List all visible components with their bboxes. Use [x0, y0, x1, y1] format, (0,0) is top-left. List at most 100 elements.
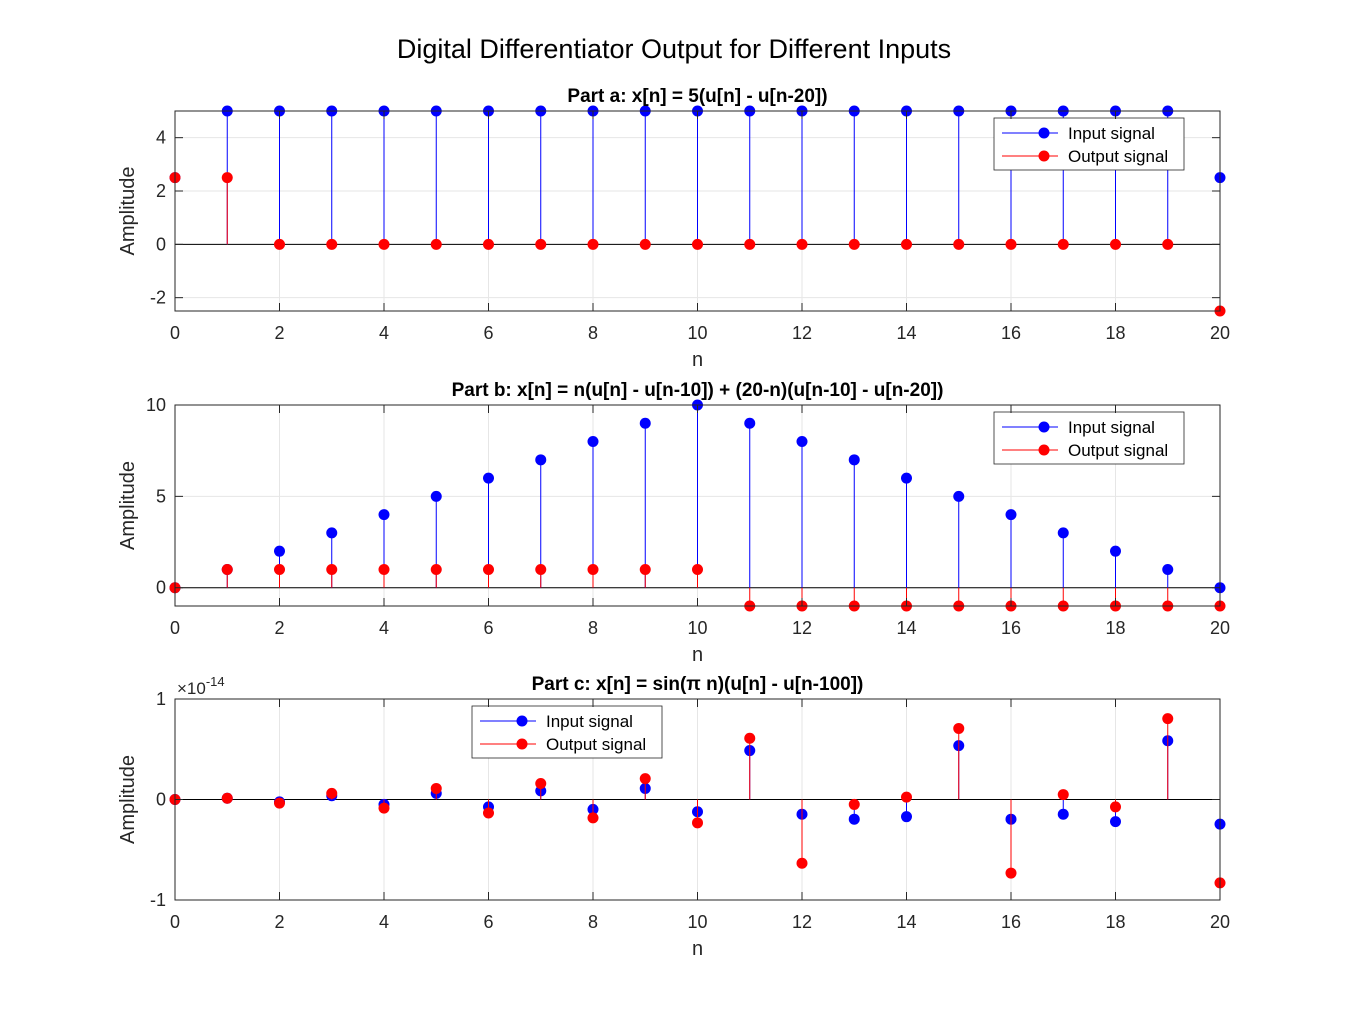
y-tick-label: 4: [156, 128, 166, 148]
y-tick-label: 10: [146, 395, 166, 415]
legend-label: Output signal: [546, 735, 646, 754]
stem-marker: [796, 436, 808, 448]
x-tick-label: 16: [1001, 912, 1021, 932]
y-tick-label: 5: [156, 486, 166, 506]
stem-marker: [378, 563, 390, 575]
x-tick-label: 20: [1210, 323, 1230, 343]
stem-marker: [326, 527, 338, 539]
stem-marker: [1005, 509, 1017, 521]
legend-marker: [1038, 127, 1050, 139]
x-tick-label: 10: [687, 912, 707, 932]
subplot-title: Part a: x[n] = 5(u[n] - u[n-20]): [567, 86, 827, 107]
legend-marker: [1038, 150, 1050, 162]
stem-marker: [274, 563, 285, 575]
legend: Input signal Output signal: [993, 411, 1185, 465]
legend: Input signal Output signal: [471, 705, 663, 759]
stem-marker: [221, 563, 233, 575]
y-tick-label: 0: [156, 578, 166, 598]
stem-marker: [848, 454, 860, 466]
stem-marker: [796, 238, 808, 250]
stem-marker: [535, 778, 547, 790]
stem-marker: [901, 811, 912, 823]
x-tick-label: 18: [1105, 912, 1125, 932]
x-tick-label: 20: [1210, 618, 1230, 638]
stem-marker: [953, 722, 965, 734]
legend-label: Input signal: [1068, 124, 1155, 143]
x-tick-label: 6: [483, 323, 493, 343]
stem-marker: [430, 238, 442, 250]
x-tick-label: 4: [379, 323, 389, 343]
stem-marker: [378, 802, 390, 814]
x-tick-label: 12: [792, 323, 812, 343]
stem-marker: [326, 563, 338, 575]
x-tick-label: 2: [274, 618, 284, 638]
stem-marker: [1162, 238, 1174, 250]
stem-marker: [535, 563, 547, 575]
x-tick-label: 10: [687, 323, 707, 343]
y-tick-label: 2: [156, 181, 166, 201]
legend-label: Input signal: [1068, 418, 1155, 437]
stem-marker: [587, 563, 599, 575]
x-tick-label: 2: [274, 912, 284, 932]
subplot-title: Part c: x[n] = sin(π n)(u[n] - u[n-100]): [532, 674, 864, 695]
x-tick-label: 2: [274, 323, 284, 343]
x-tick-label: 14: [896, 323, 916, 343]
x-axis-label: n: [692, 644, 703, 666]
legend-box: [471, 705, 663, 759]
legend-marker: [1038, 421, 1050, 433]
x-tick-label: 0: [170, 323, 180, 343]
stem-marker: [430, 490, 442, 502]
stem-marker: [430, 782, 442, 794]
stem-marker: [744, 238, 756, 250]
legend-box: [993, 117, 1185, 171]
stem-marker: [901, 238, 912, 250]
stem-marker: [221, 172, 233, 184]
stem-marker: [639, 563, 651, 575]
y-tick-label: -2: [150, 288, 166, 308]
x-tick-label: 16: [1001, 618, 1021, 638]
stem-series: [169, 399, 1226, 612]
y-tick-labels: 0 5 10: [146, 395, 166, 598]
stem-marker: [848, 813, 860, 825]
stem-marker: [901, 791, 912, 803]
stem-marker: [1005, 867, 1017, 879]
y-axis-label: Amplitude: [117, 755, 139, 844]
stem-marker: [692, 563, 703, 575]
stem-marker: [639, 773, 651, 785]
legend-marker: [516, 715, 528, 727]
y-axis-label: Amplitude: [117, 167, 139, 256]
x-tick-label: 18: [1105, 323, 1125, 343]
stem-marker: [326, 238, 338, 250]
x-tick-label: 6: [483, 618, 493, 638]
stem-marker: [953, 490, 965, 502]
stem-marker: [953, 238, 965, 250]
subplot-part-b: 0 2 4 6 8 10 12 14 16 18 20 0 5 10 Part b: x[n] = n(…: [117, 380, 1230, 666]
input-signal-series: [169, 105, 1226, 245]
stem-marker: [274, 545, 285, 557]
y-tick-label: 1: [156, 689, 166, 709]
x-tick-label: 16: [1001, 323, 1021, 343]
x-tick-label: 0: [170, 618, 180, 638]
stem-marker: [274, 797, 285, 809]
x-tick-label: 4: [379, 618, 389, 638]
stem-marker: [430, 563, 442, 575]
stem-marker: [587, 812, 599, 824]
stem-marker: [221, 792, 233, 804]
y-tick-label: 0: [156, 234, 166, 254]
stem-marker: [901, 472, 912, 484]
stem-marker: [1162, 713, 1174, 725]
stem-marker: [796, 857, 808, 869]
legend-label: Output signal: [1068, 147, 1168, 166]
x-tick-label: 20: [1210, 912, 1230, 932]
stem-marker: [378, 509, 390, 521]
stem-marker: [744, 732, 756, 744]
x-tick-label: 8: [588, 618, 598, 638]
stem-marker: [1110, 545, 1121, 557]
stem-marker: [326, 787, 338, 799]
stem-marker: [692, 817, 703, 829]
legend-label: Input signal: [546, 712, 633, 731]
legend-box: [993, 411, 1185, 465]
figure-title: Digital Differentiator Output for Differ…: [397, 34, 951, 64]
